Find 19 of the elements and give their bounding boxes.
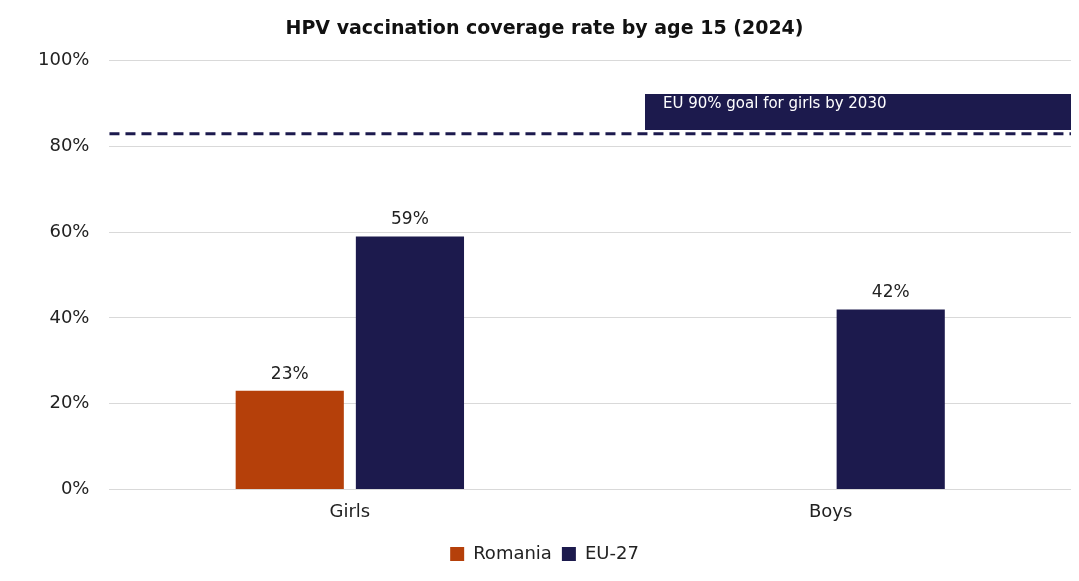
data-label: 59% xyxy=(391,208,429,229)
legend-label: Romania xyxy=(473,541,552,563)
y-tick-label: 0% xyxy=(60,477,90,499)
callout-box: EU 90% goal for girls by 2030 xyxy=(645,93,1071,130)
data-label: 23% xyxy=(270,362,309,383)
bar xyxy=(836,309,945,489)
y-tick-label: 100% xyxy=(37,48,90,70)
ref-line-label: EU 90% goal for girls by 2030 xyxy=(663,93,887,112)
y-tick-label: 40% xyxy=(49,305,90,327)
chart-title: HPV vaccination coverage rate by age 15 (2024) xyxy=(285,16,804,39)
y-tick-label: 20% xyxy=(49,391,90,413)
x-tick-label: Girls xyxy=(329,499,371,521)
bar xyxy=(235,390,344,489)
data-label: 42% xyxy=(871,281,910,302)
y-tick-label: 80% xyxy=(49,134,90,156)
bar xyxy=(355,236,465,489)
x-tick-label: Boys xyxy=(808,499,853,521)
y-tick-label: 60% xyxy=(49,219,90,241)
legend-label: EU-27 xyxy=(584,541,639,563)
